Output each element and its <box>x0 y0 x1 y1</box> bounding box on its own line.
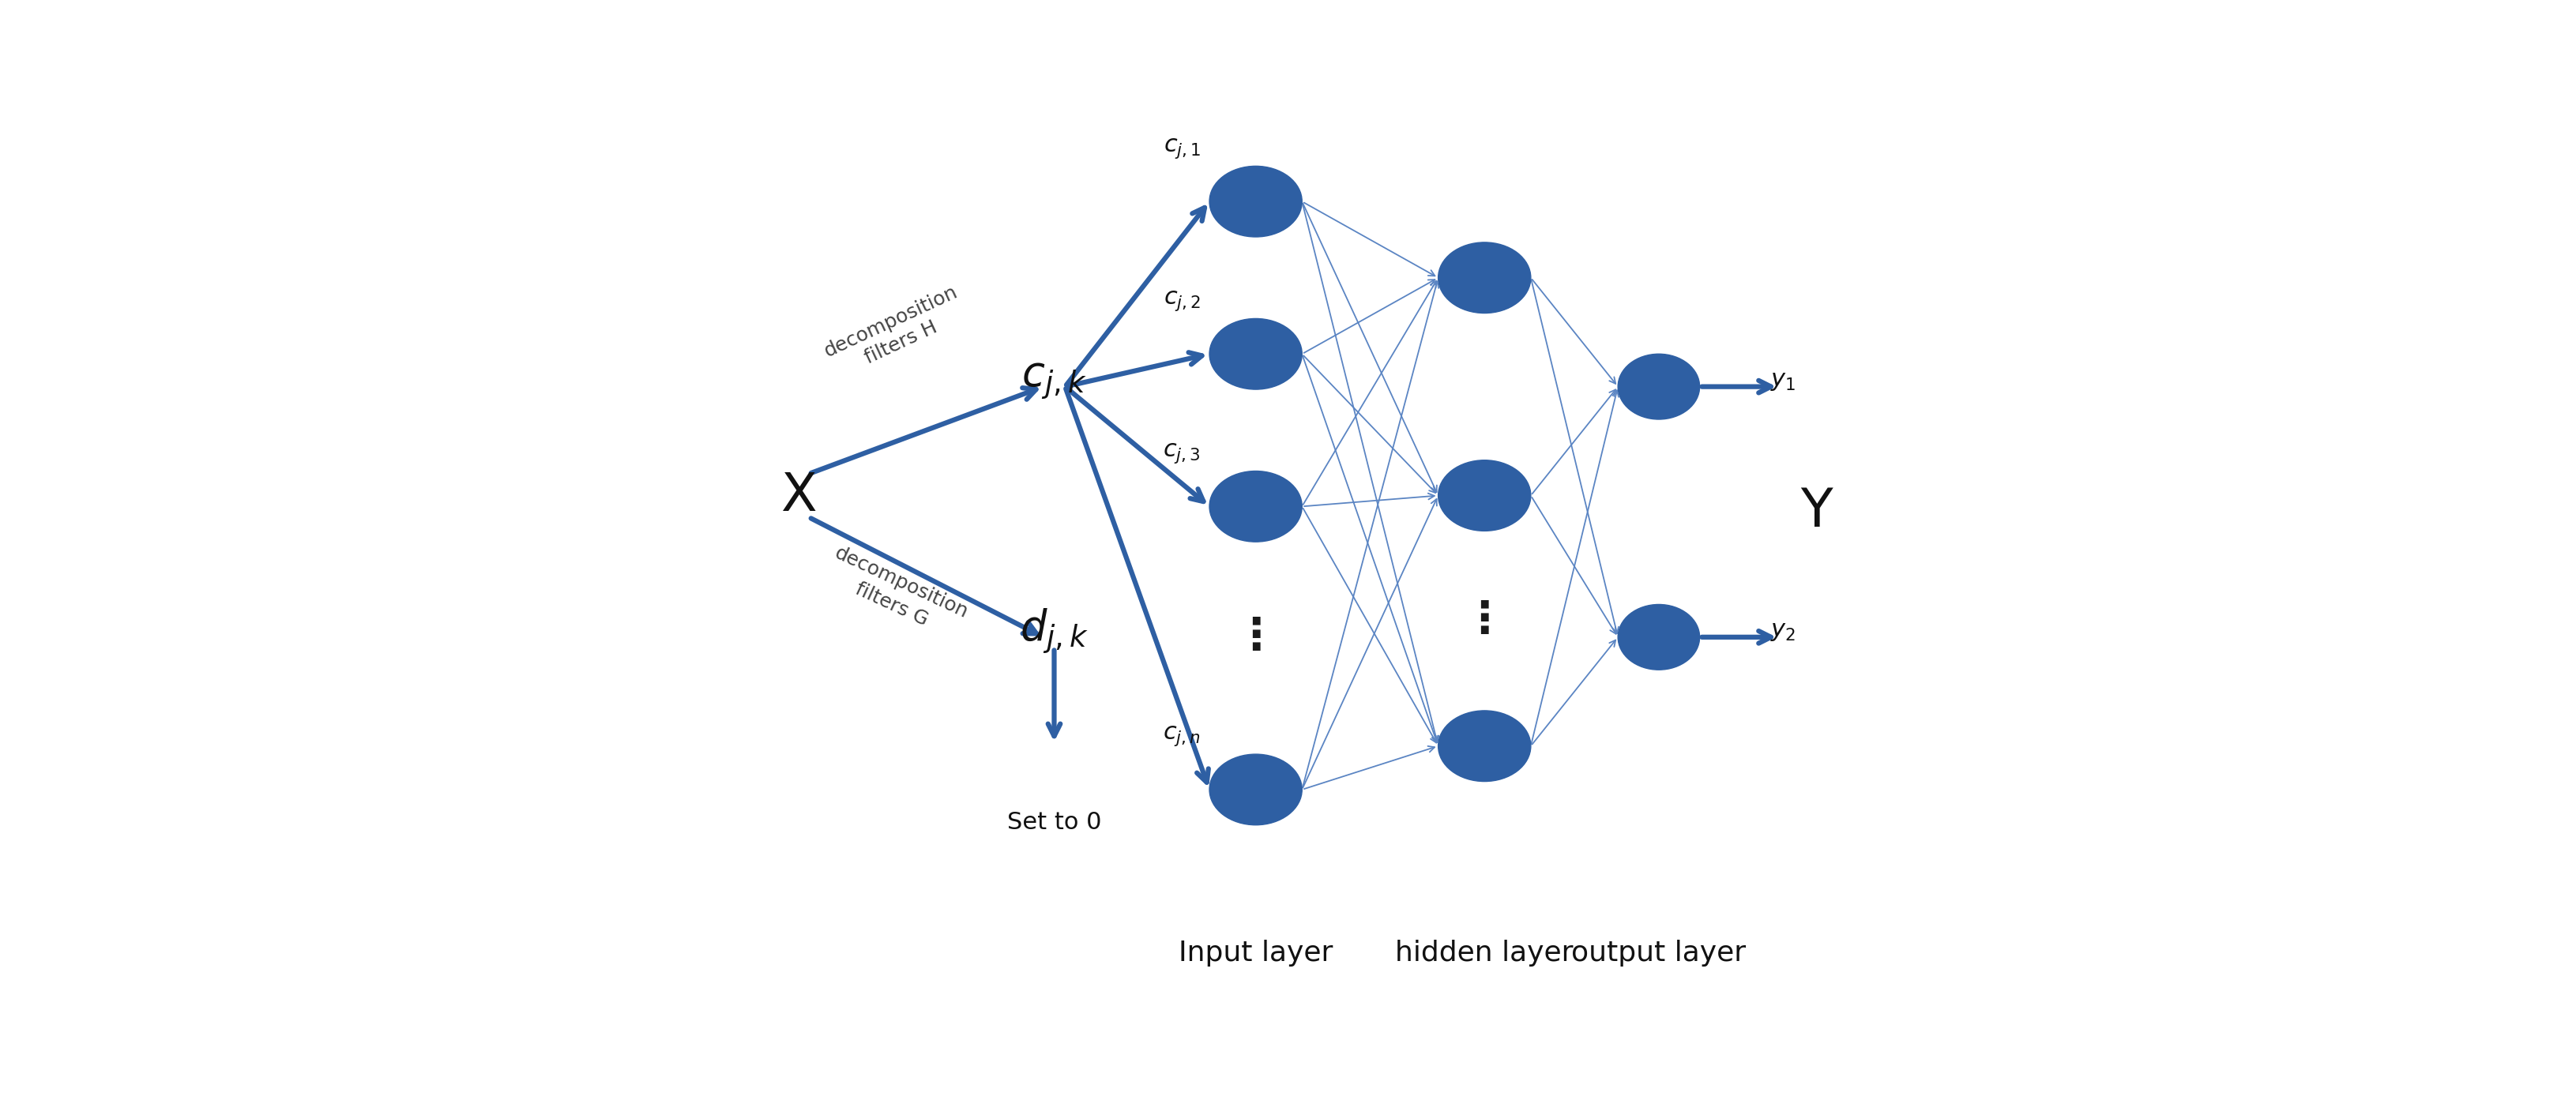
Text: decomposition
filters G: decomposition filters G <box>822 543 971 643</box>
Text: Input layer: Input layer <box>1177 939 1332 967</box>
Ellipse shape <box>1208 319 1301 389</box>
Text: ⋮: ⋮ <box>1234 616 1278 659</box>
Text: $y_1$: $y_1$ <box>1770 370 1795 393</box>
Text: decomposition
filters H: decomposition filters H <box>822 283 971 382</box>
Text: $c_{j,3}$: $c_{j,3}$ <box>1162 441 1200 465</box>
Text: X: X <box>781 470 817 521</box>
Text: Y: Y <box>1801 486 1832 538</box>
Text: Set to 0: Set to 0 <box>1007 811 1100 834</box>
Text: $y_2$: $y_2$ <box>1770 620 1795 644</box>
Text: ⋮: ⋮ <box>1463 600 1507 642</box>
Ellipse shape <box>1618 354 1700 419</box>
Text: $c_{j,k}$: $c_{j,k}$ <box>1020 361 1087 401</box>
Ellipse shape <box>1437 242 1530 313</box>
Ellipse shape <box>1437 711 1530 781</box>
Ellipse shape <box>1618 605 1700 670</box>
Text: hidden layer: hidden layer <box>1396 939 1574 967</box>
Ellipse shape <box>1208 166 1301 236</box>
Text: $c_{j,1}$: $c_{j,1}$ <box>1162 136 1200 161</box>
Ellipse shape <box>1437 460 1530 531</box>
Text: $c_{j,2}$: $c_{j,2}$ <box>1164 289 1200 312</box>
Ellipse shape <box>1208 471 1301 542</box>
Text: $d_{j,k}$: $d_{j,k}$ <box>1020 607 1087 657</box>
Ellipse shape <box>1208 755 1301 825</box>
Text: $c_{j,n}$: $c_{j,n}$ <box>1162 725 1200 748</box>
Text: output layer: output layer <box>1571 939 1747 967</box>
